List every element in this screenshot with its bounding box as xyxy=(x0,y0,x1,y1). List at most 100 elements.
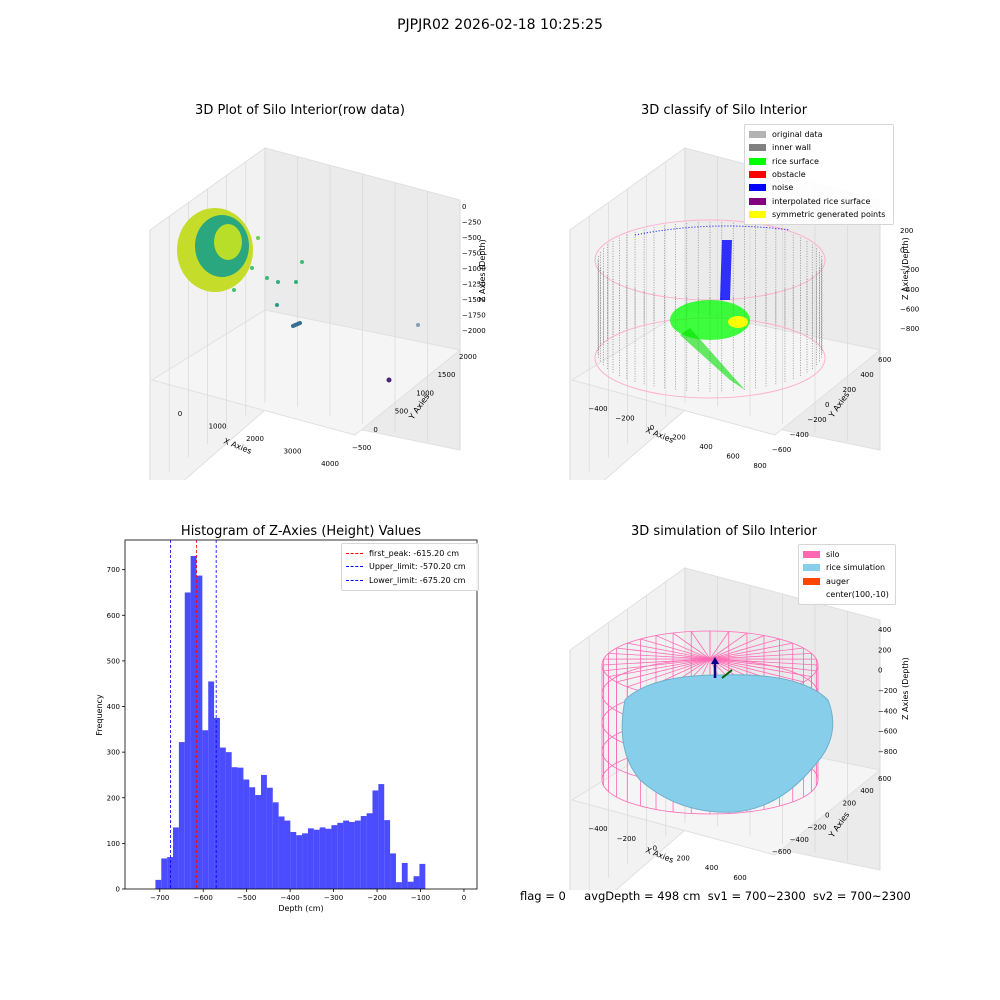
classify-noise-cluster xyxy=(720,240,732,300)
legend-label: inner wall xyxy=(772,143,812,153)
classify-y-tick-label: 600 xyxy=(878,356,891,364)
silo-roof-line xyxy=(709,658,804,683)
silo-roof-line xyxy=(709,638,780,660)
classify-z-tick-label: −800 xyxy=(900,325,919,333)
classify-z-tick-label: 200 xyxy=(900,227,913,235)
silo-roof-line xyxy=(709,652,812,660)
raw-z-tick-label: −750 xyxy=(462,250,481,258)
legend-swatch xyxy=(803,564,820,572)
sv1-text: sv1 = 700~2300 xyxy=(707,889,806,903)
silo-roof-line xyxy=(616,658,711,683)
histogram-bar xyxy=(302,833,308,889)
histogram-bar xyxy=(249,787,256,889)
classify-gridlines xyxy=(569,148,881,480)
simulation-legend-item: center(100,-10) xyxy=(803,588,891,601)
raw-z-tick-label: −1750 xyxy=(462,312,486,320)
legend-label: interpolated rice surface xyxy=(772,196,871,206)
raw-y-tick-label: 1500 xyxy=(438,371,456,379)
legend-label: first_peak: -615.20 cm xyxy=(369,549,460,559)
silo-roof-line xyxy=(608,652,711,660)
histogram-bar xyxy=(231,767,238,889)
flag-text: flag = 0 xyxy=(520,889,566,903)
legend-swatch xyxy=(749,144,766,152)
status-footer: flag = 0 avgDepth = 498 cm sv1 = 700~230… xyxy=(520,889,911,903)
classify-z-label: Z Axies (Depth) xyxy=(901,237,910,300)
histogram-y-tick-label: 100 xyxy=(107,840,120,848)
silo-roof-line xyxy=(709,632,748,660)
raw-z-tick-label: −1250 xyxy=(462,281,486,289)
histogram-bar xyxy=(407,881,414,889)
raw-z-tick-label: −1500 xyxy=(462,296,486,304)
histogram-reference-lines xyxy=(170,540,217,889)
histogram-bar xyxy=(190,555,197,889)
histogram-bar xyxy=(290,831,297,889)
legend-swatch xyxy=(749,184,766,192)
histogram-bar xyxy=(255,795,262,889)
raw-x-tick-label: 0 xyxy=(178,410,182,418)
histogram-bar xyxy=(366,813,373,889)
raw-3d-plot: 0 1000 2000 3000 4000 −500 0 500 1000 1500 2000 0… xyxy=(149,147,487,480)
histogram-x-tick-label: −200 xyxy=(367,894,386,902)
simulation-y-tick-label: 0 xyxy=(825,812,829,820)
raw-y-tick-label: 500 xyxy=(395,408,408,416)
classify-x-tick-label: 800 xyxy=(753,462,766,470)
classify-y-tick-label: 0 xyxy=(825,401,829,409)
classify-legend-item: symmetric generated points xyxy=(749,208,889,221)
classify-z-tick-label: −400 xyxy=(900,286,919,294)
classify-x-tick-label: 600 xyxy=(726,453,739,461)
classify-legend-item: noise xyxy=(749,181,889,194)
histogram-bar xyxy=(261,774,267,889)
histogram-y-tick-label: 500 xyxy=(107,657,120,665)
histogram-bar xyxy=(384,820,391,889)
simulation-plot-title: 3D simulation of Silo Interior xyxy=(631,524,817,539)
simulation-legend: silo rice simulation auger center(100,-10) xyxy=(798,544,896,606)
classify-y-tick-label: −400 xyxy=(790,431,809,439)
legend-swatch xyxy=(749,157,766,165)
raw-x-ticks: 0 1000 2000 3000 4000 xyxy=(178,410,339,468)
histogram-bar xyxy=(237,767,244,889)
histogram-legend-item: Upper_limit: -570.20 cm xyxy=(346,560,474,573)
legend-label: symmetric generated points xyxy=(772,209,886,219)
histogram-legend-item: first_peak: -615.20 cm xyxy=(346,547,474,560)
silo-roof-line xyxy=(690,631,711,660)
histogram-bar xyxy=(395,882,402,889)
silo-roof-line xyxy=(655,635,711,660)
raw-point xyxy=(276,280,280,284)
histogram-bar xyxy=(354,820,361,889)
raw-point xyxy=(265,276,269,280)
simulation-x-tick-label: 400 xyxy=(705,864,718,872)
histogram-bar xyxy=(360,816,367,889)
histogram-bar xyxy=(313,829,320,889)
simulation-y-tick-label: −400 xyxy=(790,836,809,844)
histogram-y-tick-label: 0 xyxy=(116,886,120,894)
classify-z-tick-label: −600 xyxy=(900,305,919,313)
histogram-bar xyxy=(272,802,279,889)
silo-roof-line xyxy=(608,658,711,678)
histogram-x-tick-label: −500 xyxy=(237,894,256,902)
simulation-z-label: Z Axies (Depth) xyxy=(901,657,910,720)
classify-symmetric-points xyxy=(728,316,748,328)
simulation-x-tick-label: 600 xyxy=(733,874,746,882)
raw-cloud-core xyxy=(214,224,242,260)
classify-x-tick-label: 0 xyxy=(650,424,654,432)
silo-roof-line xyxy=(709,635,765,660)
simulation-legend-item: rice simulation xyxy=(803,561,891,574)
histogram-bar xyxy=(173,827,179,889)
histogram-bar xyxy=(208,681,215,889)
histogram-y-tick-label: 600 xyxy=(107,612,120,620)
legend-label: Upper_limit: -570.20 cm xyxy=(369,562,466,572)
histogram-bar xyxy=(225,752,232,889)
silo-roof-line xyxy=(640,638,711,660)
raw-z-tick-label: −250 xyxy=(462,219,481,227)
histogram-x-ticks: −700 −600 −500 −400 −300 −200 −100 0 xyxy=(150,889,466,902)
figure-title: PJPJR02 2026-02-18 10:25:25 xyxy=(397,17,603,33)
simulation-x-tick-label: −400 xyxy=(588,825,607,833)
histogram-bar xyxy=(331,825,338,889)
histogram-bar xyxy=(214,717,220,889)
legend-swatch xyxy=(749,171,766,179)
histogram-bar xyxy=(349,821,355,889)
histogram-y-tick-label: 300 xyxy=(107,749,120,757)
histogram-bar xyxy=(419,863,426,889)
simulation-y-tick-label: 600 xyxy=(878,775,891,783)
legend-swatch xyxy=(803,551,820,559)
